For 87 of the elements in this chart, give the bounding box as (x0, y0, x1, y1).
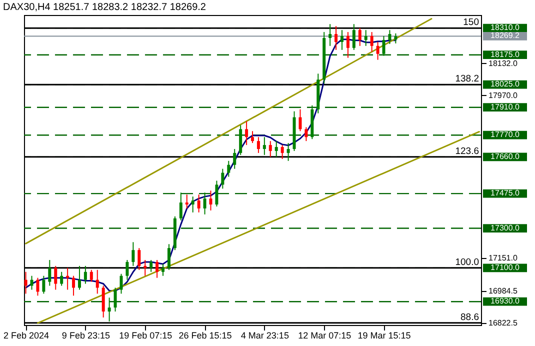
x-tick-label: 2 Feb 2024 (4, 330, 50, 340)
candlestick (30, 275, 34, 290)
ref-line-label: 17300.0 (490, 223, 520, 232)
ref-line-label: 17660.0 (490, 152, 520, 161)
y-tick-label: 17151.0 (488, 253, 518, 262)
candlestick (358, 28, 362, 46)
candlestick (90, 269, 93, 282)
candlestick (84, 265, 87, 284)
candlestick (66, 267, 70, 290)
annotation: 150 (463, 17, 479, 28)
candlestick (78, 265, 81, 290)
ref-line-label: 17100.0 (490, 262, 520, 272)
candlestick (227, 160, 230, 178)
candlestick (167, 244, 170, 270)
candlestick (24, 271, 28, 294)
candlestick (370, 32, 374, 52)
candlestick (298, 108, 302, 132)
candlestick (185, 194, 188, 209)
candlestick (60, 271, 64, 286)
candlestick (209, 190, 212, 211)
x-tick-label: 9 Feb 23:15 (62, 330, 110, 340)
annotation: 138.2 (455, 74, 479, 85)
candlestick (251, 130, 254, 144)
candlestick (286, 142, 290, 162)
candlestick (96, 269, 99, 294)
candlestick (191, 196, 194, 213)
candlestick (36, 277, 40, 296)
annotation: 100.0 (455, 256, 479, 268)
candlestick (340, 30, 344, 50)
candlestick (138, 248, 141, 270)
candlestick (352, 24, 356, 50)
candlestick (162, 263, 165, 276)
candlestick (126, 259, 129, 280)
ref-line-label: 17770.0 (490, 130, 520, 140)
candlestick (304, 126, 308, 142)
candlestick (156, 259, 159, 278)
candlestick (239, 124, 242, 156)
candlestick (132, 242, 135, 266)
ref-line-label: 18175.0 (490, 50, 520, 59)
ref-line-label: 17910.0 (490, 102, 520, 112)
candlestick (280, 144, 284, 160)
candlestick (382, 36, 386, 56)
candlestick (334, 26, 338, 50)
candlestick (108, 297, 111, 322)
candlestick (346, 32, 350, 58)
ref-line-label: 18269.2 (490, 31, 520, 40)
y-tick-label: 18132.0 (488, 58, 518, 68)
candlestick (394, 32, 398, 44)
candlestick (179, 192, 182, 221)
candlestick (42, 275, 46, 294)
candlestick (388, 30, 392, 44)
y-tick-label: 16984.5 (488, 286, 518, 296)
candlestick (274, 140, 278, 158)
x-tick-label: 4 Mar 23:15 (240, 330, 289, 340)
candlestick (48, 259, 52, 286)
candlestick (233, 148, 236, 170)
candlestick (150, 259, 153, 272)
x-tick-label: 26 Feb 15:15 (178, 330, 232, 340)
candlestick (72, 275, 76, 296)
annotation: 88.6 (460, 312, 479, 323)
ref-line-label: 17475.0 (490, 188, 520, 198)
candlestick (328, 24, 332, 46)
x-tick-label: 19 Mar 15:15 (358, 330, 411, 340)
annotation: 123.6 (455, 146, 479, 157)
candlestick (203, 192, 206, 215)
candlestick (364, 30, 368, 46)
candlestick (102, 285, 105, 318)
y-tick-label: 16822.5 (488, 318, 518, 328)
candlestick (215, 180, 218, 207)
candlestick (221, 168, 224, 190)
candlestick (376, 41, 380, 60)
candlestick (262, 136, 266, 156)
candlestick (197, 194, 200, 213)
ref-line-label: 18310.0 (490, 23, 520, 32)
chart-title: DAX30,H4 18251.7 18283.2 18232.7 18269.2 (3, 2, 206, 13)
candlestick (54, 265, 58, 290)
candlestick (120, 273, 123, 294)
ref-line-label: 18025.0 (490, 80, 520, 89)
candlestick (256, 136, 260, 154)
candlestick (245, 120, 248, 146)
x-tick-label: 19 Feb 07:15 (119, 330, 172, 340)
x-tick-label: 12 Mar 07:15 (298, 330, 352, 340)
ref-line-label: 16930.0 (490, 296, 520, 306)
candlestick (144, 259, 147, 276)
candlestick (114, 287, 117, 312)
candlestick (268, 140, 272, 158)
y-tick-label: 17970.0 (488, 90, 518, 100)
